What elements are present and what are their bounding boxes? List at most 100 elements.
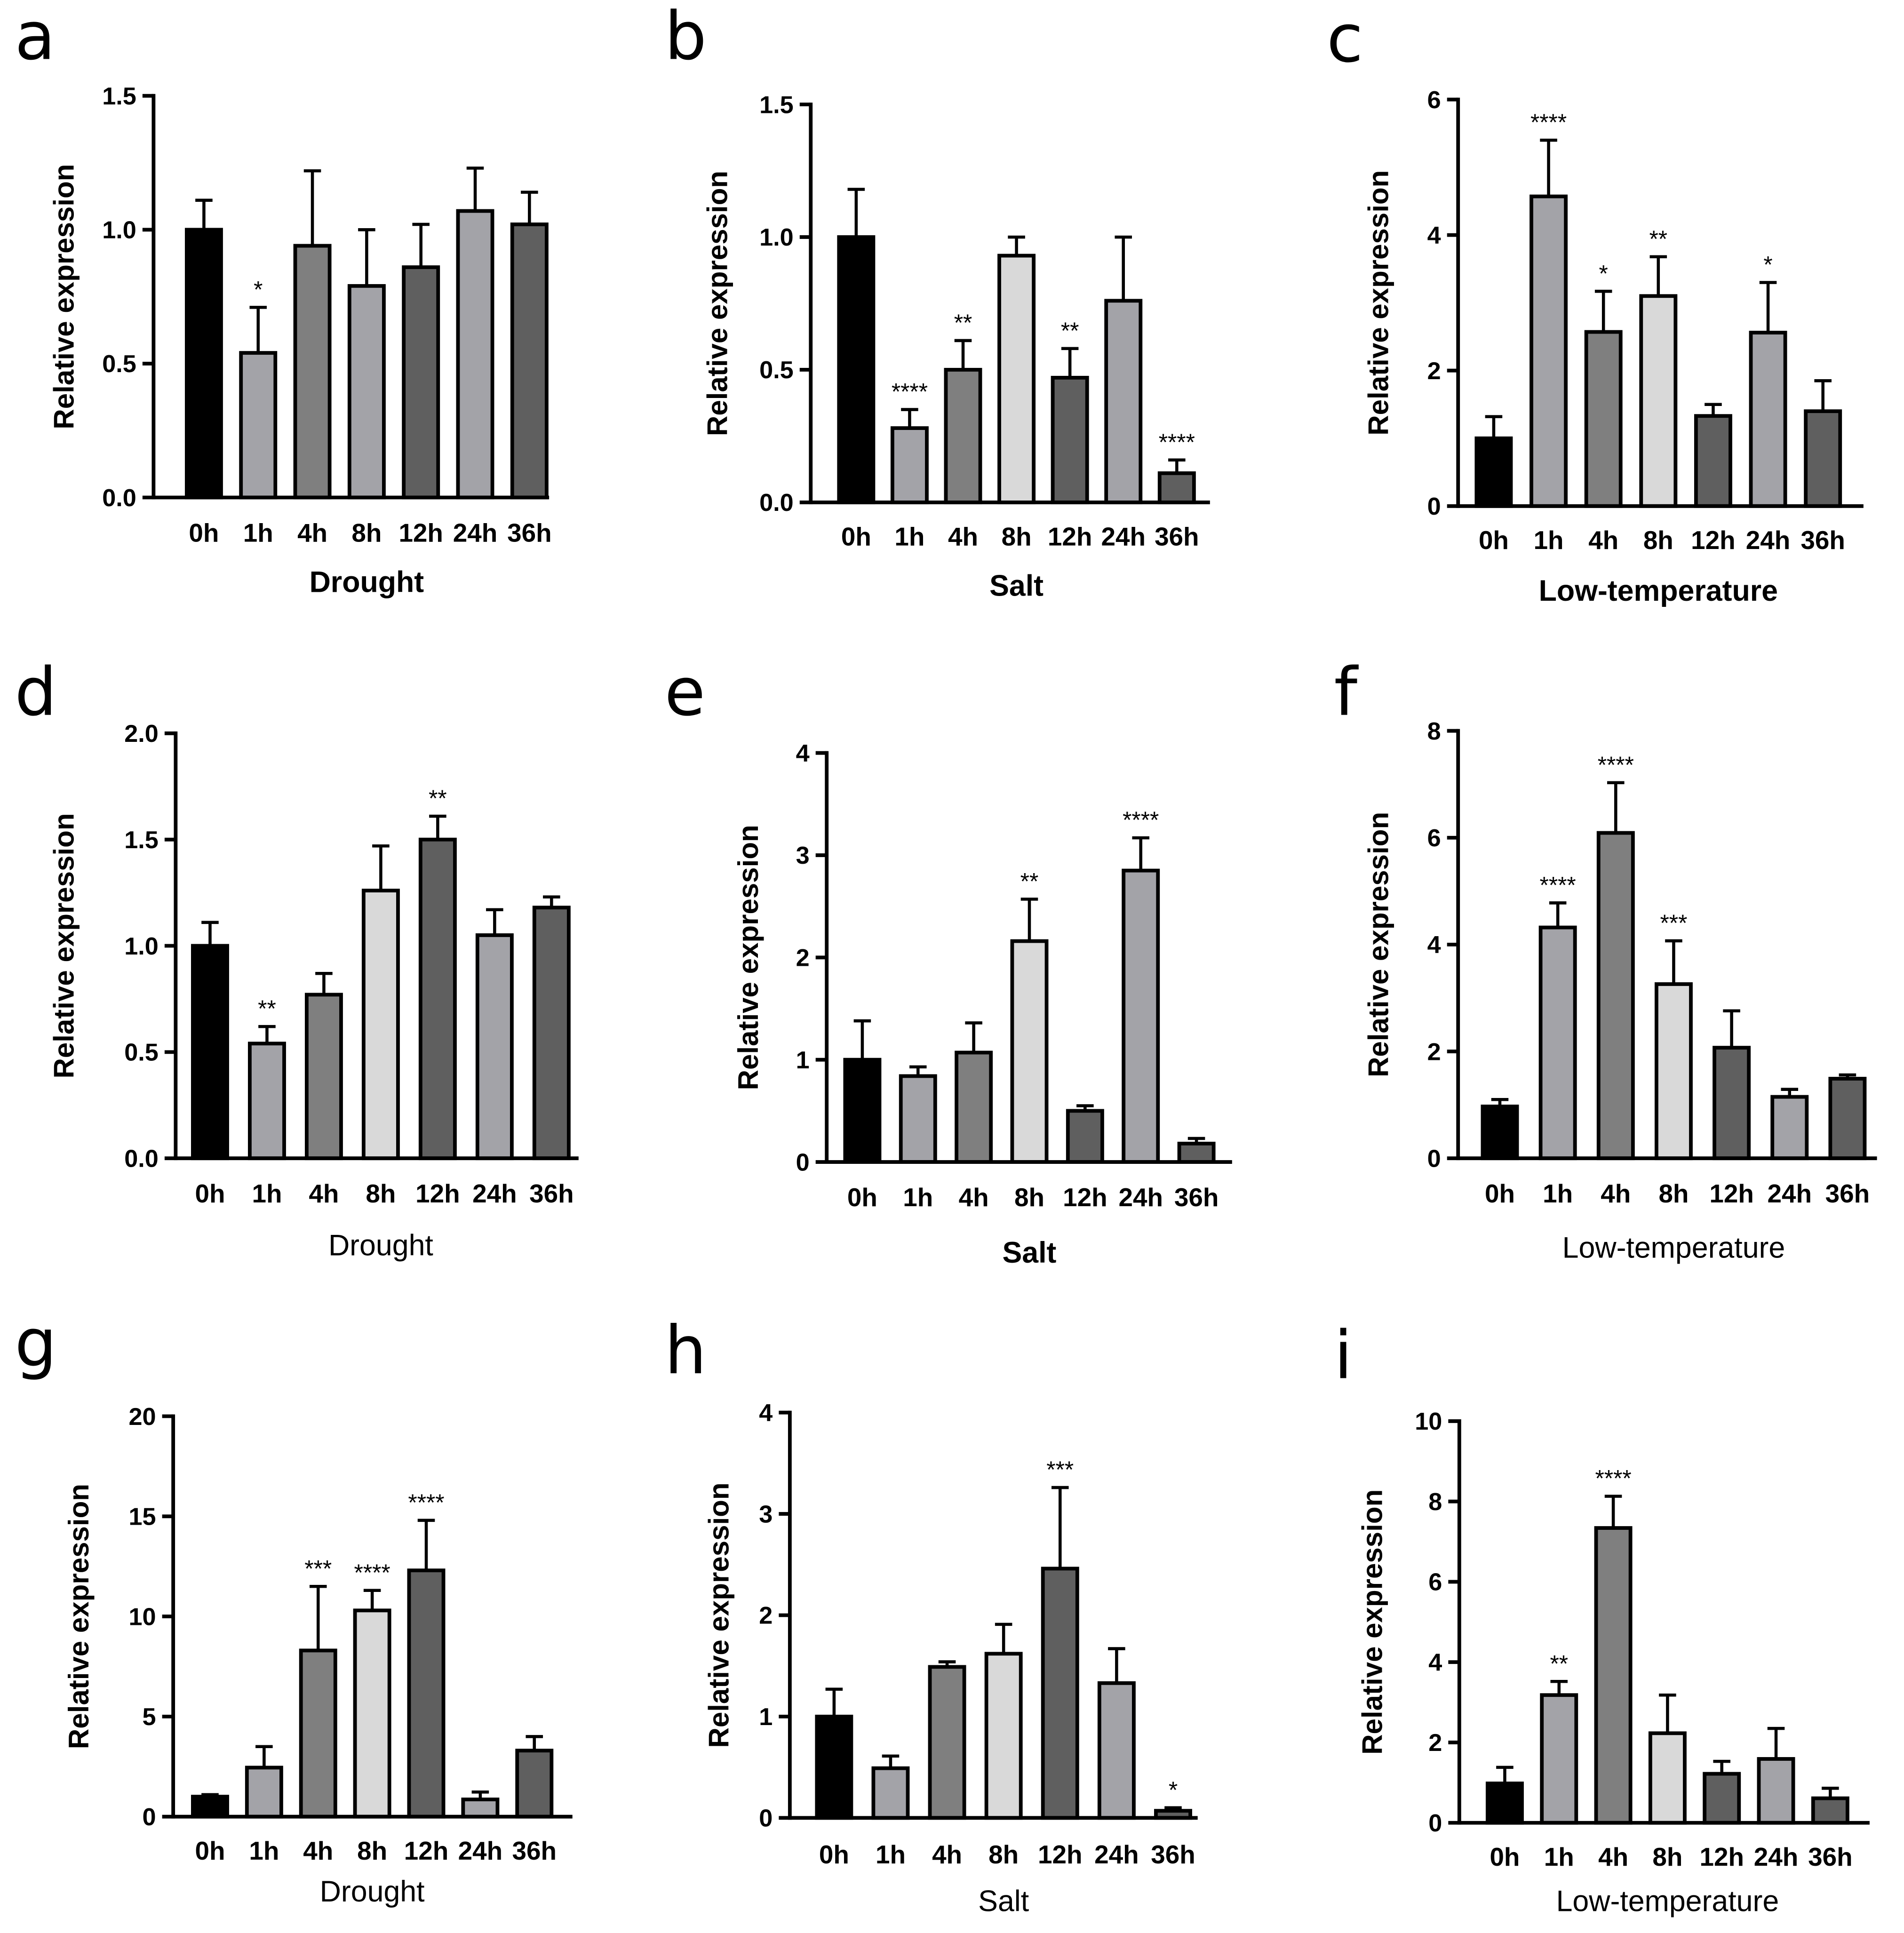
bar-12h	[1694, 414, 1732, 508]
panel-i: i 0h ** 1h **** 4h 8h 12h 24h 36h 0 2 4 6 8 10 Relative …	[1334, 1317, 1870, 1918]
significance-label: *	[254, 276, 263, 302]
significance-label: **	[1550, 1650, 1568, 1677]
bar-12h	[402, 265, 440, 500]
y-tick-label: 0.5	[102, 350, 136, 378]
bar-24h	[1757, 1757, 1795, 1825]
significance-label: ****	[408, 1489, 444, 1516]
significance-label: **	[258, 995, 276, 1022]
bar-0h	[184, 228, 223, 500]
bar-36h	[510, 223, 549, 500]
x-tick-label: 8h	[1002, 522, 1032, 551]
panel-a: a 0h * 1h 4h 8h 12h 24h 36h 0.0 0.5 1.0 1.5 Relative …	[15, 0, 551, 599]
y-tick-label: 0	[796, 1149, 810, 1176]
y-tick-label: 6	[1427, 825, 1441, 852]
x-tick-label: 24h	[1754, 1842, 1798, 1871]
bar-36h	[1157, 471, 1196, 504]
x-tick-label: 24h	[1118, 1183, 1163, 1212]
y-tick-label: 8	[1427, 718, 1441, 745]
bar-24h	[1770, 1095, 1809, 1161]
y-tick-label: 8	[1428, 1488, 1442, 1516]
x-tick-label: 0h	[841, 522, 871, 551]
x-axis-title: Drought	[320, 1875, 425, 1908]
bar-4h	[304, 993, 343, 1161]
bar-12h	[418, 837, 457, 1161]
y-axis-title: Relative expression	[703, 1482, 734, 1748]
x-tick-label: 0h	[189, 518, 219, 547]
x-tick-label: 12h	[404, 1836, 448, 1865]
x-tick-label: 8h	[1652, 1842, 1682, 1871]
x-tick-label: 1h	[1543, 1179, 1573, 1208]
panel-letter: e	[665, 654, 706, 731]
significance-label: ****	[1598, 752, 1634, 778]
panel-letter: c	[1327, 0, 1363, 78]
x-tick-label: 36h	[512, 1836, 557, 1865]
x-tick-label: 24h	[472, 1179, 517, 1208]
bar-4h	[299, 1648, 337, 1819]
y-tick-label: 0.5	[124, 1039, 159, 1066]
y-tick-label: 0.0	[124, 1145, 159, 1172]
panel-f: f 0h **** 1h **** 4h *** 8h 12h 24h 36h 0 2 4 6 8 Relati…	[1334, 654, 1877, 1265]
bar-4h	[1596, 831, 1635, 1161]
panel-letter: f	[1334, 654, 1359, 731]
bar-36h	[532, 906, 571, 1161]
x-tick-label: 1h	[1544, 1842, 1574, 1871]
panel-g: g 0h 1h *** 4h **** 8h **** 12h 24h 36h 0 5 10 15 20 Rel…	[15, 1305, 573, 1908]
y-axis-title: Relative expression	[63, 1484, 95, 1749]
significance-label: *	[1169, 1777, 1178, 1803]
bar-0h	[815, 1714, 853, 1820]
x-tick-label: 0h	[819, 1840, 849, 1869]
y-tick-label: 4	[1428, 1649, 1442, 1676]
y-tick-label: 0	[1428, 1810, 1442, 1837]
bar-1h	[247, 1042, 286, 1161]
bar-8h	[1639, 294, 1678, 508]
x-tick-label: 1h	[1534, 525, 1564, 555]
y-tick-label: 0.0	[102, 485, 136, 512]
bar-0h	[1485, 1782, 1524, 1825]
x-tick-label: 36h	[1825, 1179, 1870, 1208]
significance-label: ****	[1595, 1465, 1631, 1492]
x-tick-label: 24h	[1746, 525, 1790, 555]
significance-label: ****	[1159, 429, 1195, 455]
y-tick-label: 2	[1427, 1038, 1441, 1066]
x-tick-label: 8h	[351, 518, 382, 547]
significance-label: ***	[1660, 910, 1687, 936]
bar-4h	[928, 1665, 966, 1820]
x-tick-label: 24h	[453, 518, 497, 547]
significance-label: ****	[1123, 807, 1159, 833]
x-tick-label: 36h	[1155, 522, 1199, 551]
x-tick-label: 4h	[1588, 525, 1618, 555]
y-tick-label: 0	[1427, 493, 1441, 520]
x-tick-label: 24h	[1094, 1840, 1139, 1869]
significance-label: ****	[354, 1559, 390, 1586]
x-tick-label: 36h	[529, 1179, 574, 1208]
x-tick-label: 12h	[398, 518, 443, 547]
x-axis-title: Salt	[989, 569, 1044, 602]
bar-8h	[361, 889, 400, 1161]
panel-d: d 0h ** 1h 4h 8h ** 12h 24h 36h 0.0 0.5 1.0 1.5 2.0 Rel…	[15, 654, 579, 1262]
y-tick-label: 4	[1427, 222, 1441, 249]
panel-h: h 0h 1h 4h 8h *** 12h 24h * 36h 0 1 2 3 4 Relative expr…	[665, 1312, 1198, 1918]
x-tick-label: 12h	[1038, 1840, 1082, 1869]
y-tick-label: 20	[129, 1403, 156, 1431]
x-axis-title: Low-temperature	[1562, 1232, 1785, 1265]
bar-1h	[899, 1074, 937, 1164]
x-axis-title: Low-temperature	[1539, 574, 1778, 607]
significance-label: ****	[1540, 872, 1576, 898]
bar-12h	[1041, 1567, 1079, 1820]
bar-36h	[1828, 1077, 1867, 1161]
panel-letter: b	[665, 0, 707, 75]
x-tick-label: 8h	[1643, 525, 1673, 555]
x-tick-label: 0h	[1490, 1842, 1520, 1871]
x-tick-label: 12h	[1063, 1183, 1107, 1212]
y-tick-label: 2.0	[124, 720, 159, 748]
y-tick-label: 10	[129, 1603, 156, 1631]
x-tick-label: 4h	[1598, 1842, 1628, 1871]
x-tick-label: 12h	[1691, 525, 1735, 555]
x-tick-label: 36h	[1151, 1840, 1195, 1869]
x-tick-label: 36h	[1174, 1183, 1219, 1212]
y-tick-label: 6	[1427, 87, 1441, 114]
panel-b: b 0h **** 1h ** 4h 8h ** 12h 24h **** 36h 0.0 0.5 1.0 1…	[665, 0, 1210, 602]
x-tick-label: 0h	[847, 1183, 877, 1212]
bar-0h	[1474, 436, 1513, 508]
